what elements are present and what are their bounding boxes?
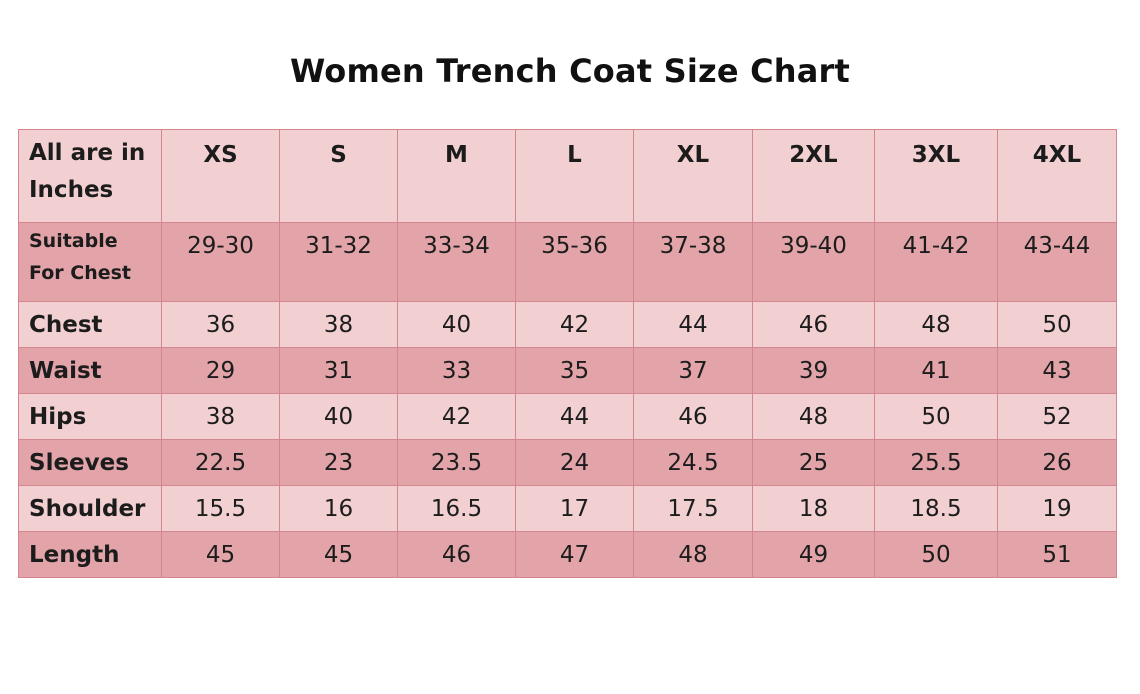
measurement-row: Length 45 45 46 47 48 49 50 51 xyxy=(18,531,1117,578)
measurement-value: 23 xyxy=(279,439,398,486)
measurement-value: 15.5 xyxy=(161,485,280,532)
measurement-value: 33 xyxy=(397,347,516,394)
measurement-value: 44 xyxy=(515,393,634,440)
measurement-value: 47 xyxy=(515,531,634,578)
header-row: All are in Inches XS S M L XL 2XL 3XL 4XL xyxy=(18,129,1117,223)
corner-label-line2: Inches xyxy=(29,177,114,203)
suitable-label-line1: Suitable xyxy=(29,230,118,252)
measurement-label: Length xyxy=(18,531,162,578)
measurement-value: 42 xyxy=(515,301,634,348)
suitable-value: 35-36 xyxy=(515,222,634,302)
size-chart-table: All are in Inches XS S M L XL 2XL 3XL 4XL… xyxy=(18,129,1117,578)
measurement-value: 45 xyxy=(161,531,280,578)
measurement-value: 18.5 xyxy=(874,485,998,532)
measurement-value: 49 xyxy=(752,531,875,578)
measurement-value: 38 xyxy=(279,301,398,348)
size-header: XL xyxy=(633,129,753,223)
suitable-for-chest-row: Suitable For Chest 29-30 31-32 33-34 35-3… xyxy=(18,222,1117,302)
measurement-value: 48 xyxy=(633,531,753,578)
size-header: L xyxy=(515,129,634,223)
measurement-value: 25.5 xyxy=(874,439,998,486)
measurement-value: 39 xyxy=(752,347,875,394)
measurement-value: 29 xyxy=(161,347,280,394)
suitable-label-cell: Suitable For Chest xyxy=(18,222,162,302)
suitable-value: 41-42 xyxy=(874,222,998,302)
measurement-value: 40 xyxy=(397,301,516,348)
measurement-label: Shoulder xyxy=(18,485,162,532)
measurement-value: 50 xyxy=(874,393,998,440)
size-header: XS xyxy=(161,129,280,223)
measurement-value: 31 xyxy=(279,347,398,394)
measurement-row: Shoulder 15.5 16 16.5 17 17.5 18 18.5 19 xyxy=(18,485,1117,532)
measurement-value: 44 xyxy=(633,301,753,348)
measurement-value: 48 xyxy=(874,301,998,348)
measurement-value: 26 xyxy=(997,439,1117,486)
measurement-value: 17 xyxy=(515,485,634,532)
measurement-value: 38 xyxy=(161,393,280,440)
measurement-value: 45 xyxy=(279,531,398,578)
measurement-value: 35 xyxy=(515,347,634,394)
measurement-value: 41 xyxy=(874,347,998,394)
measurement-value: 50 xyxy=(997,301,1117,348)
suitable-value: 31-32 xyxy=(279,222,398,302)
measurement-label: Waist xyxy=(18,347,162,394)
measurement-row: Sleeves 22.5 23 23.5 24 24.5 25 25.5 26 xyxy=(18,439,1117,486)
measurement-value: 17.5 xyxy=(633,485,753,532)
measurement-value: 23.5 xyxy=(397,439,516,486)
measurement-value: 51 xyxy=(997,531,1117,578)
suitable-value: 39-40 xyxy=(752,222,875,302)
size-header: S xyxy=(279,129,398,223)
measurement-value: 37 xyxy=(633,347,753,394)
measurement-row: Hips 38 40 42 44 46 48 50 52 xyxy=(18,393,1117,440)
measurement-value: 24 xyxy=(515,439,634,486)
measurement-row: Waist 29 31 33 35 37 39 41 43 xyxy=(18,347,1117,394)
measurement-label: Sleeves xyxy=(18,439,162,486)
suitable-label-line2: For Chest xyxy=(29,262,131,284)
size-header: 4XL xyxy=(997,129,1117,223)
measurement-label: Hips xyxy=(18,393,162,440)
measurement-label: Chest xyxy=(18,301,162,348)
suitable-value: 37-38 xyxy=(633,222,753,302)
size-header: 2XL xyxy=(752,129,875,223)
measurement-value: 16 xyxy=(279,485,398,532)
size-header: 3XL xyxy=(874,129,998,223)
measurement-value: 43 xyxy=(997,347,1117,394)
measurement-value: 19 xyxy=(997,485,1117,532)
suitable-value: 33-34 xyxy=(397,222,516,302)
measurement-value: 46 xyxy=(633,393,753,440)
chart-title: Women Trench Coat Size Chart xyxy=(289,52,851,90)
measurement-value: 42 xyxy=(397,393,516,440)
measurement-value: 48 xyxy=(752,393,875,440)
size-header: M xyxy=(397,129,516,223)
measurement-value: 36 xyxy=(161,301,280,348)
measurement-value: 52 xyxy=(997,393,1117,440)
measurement-row: Chest 36 38 40 42 44 46 48 50 xyxy=(18,301,1117,348)
measurement-value: 40 xyxy=(279,393,398,440)
measurement-value: 22.5 xyxy=(161,439,280,486)
measurement-value: 18 xyxy=(752,485,875,532)
suitable-value: 29-30 xyxy=(161,222,280,302)
measurement-value: 16.5 xyxy=(397,485,516,532)
measurement-value: 50 xyxy=(874,531,998,578)
measurement-value: 46 xyxy=(397,531,516,578)
measurement-value: 25 xyxy=(752,439,875,486)
corner-cell: All are in Inches xyxy=(18,129,162,223)
measurement-value: 24.5 xyxy=(633,439,753,486)
measurement-value: 46 xyxy=(752,301,875,348)
suitable-value: 43-44 xyxy=(997,222,1117,302)
corner-label-line1: All are in xyxy=(29,140,146,166)
